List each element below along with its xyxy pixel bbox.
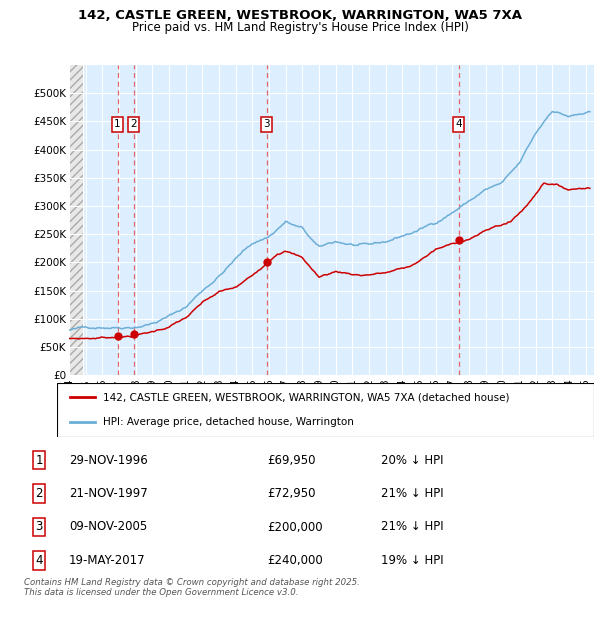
Text: 20% ↓ HPI: 20% ↓ HPI <box>381 454 443 466</box>
Bar <box>69 65 110 375</box>
Text: 1: 1 <box>35 454 43 466</box>
Text: £72,950: £72,950 <box>267 487 316 500</box>
Text: 3: 3 <box>263 119 270 130</box>
Bar <box>69 37 83 375</box>
Text: HPI: Average price, detached house, Warrington: HPI: Average price, detached house, Warr… <box>103 417 353 427</box>
Text: 142, CASTLE GREEN, WESTBROOK, WARRINGTON, WA5 7XA: 142, CASTLE GREEN, WESTBROOK, WARRINGTON… <box>78 9 522 22</box>
Text: Price paid vs. HM Land Registry's House Price Index (HPI): Price paid vs. HM Land Registry's House … <box>131 22 469 34</box>
Text: £69,950: £69,950 <box>267 454 316 466</box>
Text: 19-MAY-2017: 19-MAY-2017 <box>69 554 146 567</box>
Text: 19% ↓ HPI: 19% ↓ HPI <box>381 554 443 567</box>
Text: Contains HM Land Registry data © Crown copyright and database right 2025.
This d: Contains HM Land Registry data © Crown c… <box>24 578 360 597</box>
Text: 4: 4 <box>455 119 462 130</box>
Text: 1: 1 <box>114 119 121 130</box>
Text: 21-NOV-1997: 21-NOV-1997 <box>69 487 148 500</box>
Text: 2: 2 <box>131 119 137 130</box>
Text: £240,000: £240,000 <box>267 554 323 567</box>
Text: 21% ↓ HPI: 21% ↓ HPI <box>381 521 443 533</box>
Text: £200,000: £200,000 <box>267 521 323 533</box>
Text: 3: 3 <box>35 521 43 533</box>
Text: 29-NOV-1996: 29-NOV-1996 <box>69 454 148 466</box>
Text: 2: 2 <box>35 487 43 500</box>
Text: 21% ↓ HPI: 21% ↓ HPI <box>381 487 443 500</box>
FancyBboxPatch shape <box>57 383 594 437</box>
Text: 4: 4 <box>35 554 43 567</box>
Text: 142, CASTLE GREEN, WESTBROOK, WARRINGTON, WA5 7XA (detached house): 142, CASTLE GREEN, WESTBROOK, WARRINGTON… <box>103 392 509 402</box>
Text: 09-NOV-2005: 09-NOV-2005 <box>69 521 147 533</box>
